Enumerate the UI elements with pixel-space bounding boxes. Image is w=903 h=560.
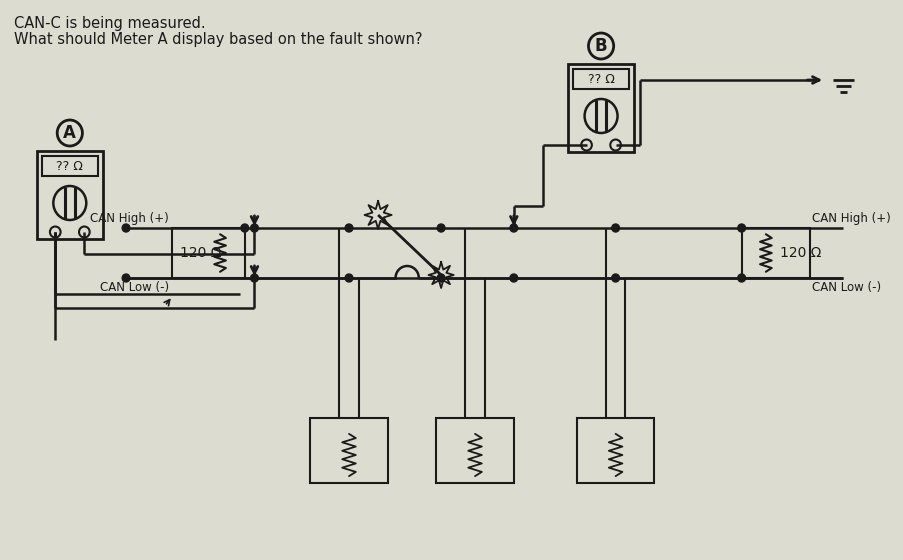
Circle shape — [611, 274, 619, 282]
Text: ?? Ω: ?? Ω — [587, 72, 614, 86]
Circle shape — [122, 274, 130, 282]
Text: CAN Low (-): CAN Low (-) — [812, 281, 880, 294]
Text: What should Meter A display based on the fault shown?: What should Meter A display based on the… — [14, 32, 422, 47]
Text: 120 Ω: 120 Ω — [779, 246, 821, 260]
Circle shape — [240, 224, 248, 232]
Bar — [576, 418, 654, 483]
Circle shape — [509, 224, 517, 232]
Bar — [310, 418, 387, 483]
Circle shape — [250, 224, 258, 232]
Circle shape — [250, 274, 258, 282]
Bar — [37, 151, 103, 239]
Bar — [436, 418, 513, 483]
Text: CAN High (+): CAN High (+) — [812, 212, 890, 225]
Circle shape — [611, 224, 619, 232]
Circle shape — [737, 274, 745, 282]
Bar — [740, 228, 808, 278]
Text: B: B — [594, 37, 607, 55]
Text: CAN Low (-): CAN Low (-) — [100, 281, 169, 294]
Bar — [42, 156, 98, 176]
Circle shape — [345, 224, 352, 232]
Text: CAN High (+): CAN High (+) — [90, 212, 169, 225]
Circle shape — [437, 274, 444, 282]
Text: CAN-C is being measured.: CAN-C is being measured. — [14, 16, 205, 31]
Text: A: A — [63, 124, 76, 142]
Circle shape — [509, 274, 517, 282]
Circle shape — [122, 224, 130, 232]
Text: 120 Ω: 120 Ω — [180, 246, 221, 260]
Circle shape — [345, 274, 352, 282]
Circle shape — [737, 224, 745, 232]
Bar — [567, 64, 633, 152]
Bar — [573, 69, 628, 89]
Text: ?? Ω: ?? Ω — [56, 160, 83, 172]
Circle shape — [437, 224, 444, 232]
Bar — [172, 228, 245, 278]
